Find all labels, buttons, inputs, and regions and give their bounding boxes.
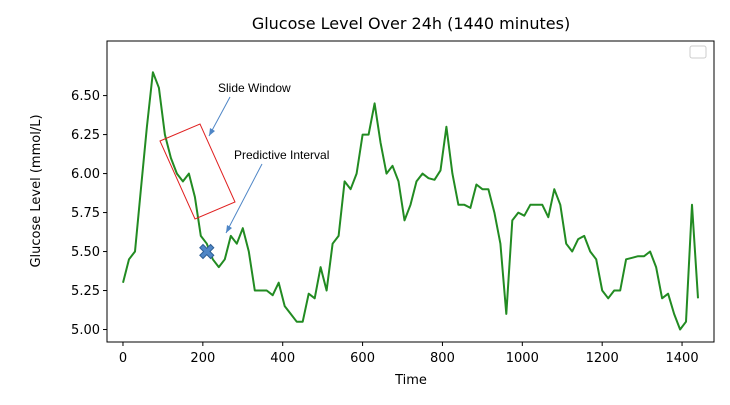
y-tick-label: 5.50 <box>71 245 100 260</box>
annotation-slide-window: Slide Window <box>218 81 291 95</box>
y-tick-label: 5.75 <box>71 206 100 221</box>
y-tick-label: 6.50 <box>71 89 100 104</box>
predicted-point-marker <box>199 243 215 260</box>
y-axis-ticks: 5.00 5.25 5.50 5.75 6.00 6.25 6.50 <box>71 89 107 338</box>
annotation-layer: Slide Window Predictive Interval <box>159 81 329 234</box>
series-line <box>122 71 699 331</box>
slide-window-arrowhead <box>209 128 215 136</box>
y-tick-label: 6.25 <box>71 128 100 143</box>
y-tick-label: 5.00 <box>71 323 100 338</box>
predictive-interval-arrowhead <box>226 225 232 233</box>
x-tick-label: 600 <box>350 351 375 366</box>
x-axis-ticks: 0 200 400 600 800 1000 1200 1400 <box>119 342 699 366</box>
x-axis-label: Time <box>394 373 427 388</box>
x-tick-label: 1000 <box>506 351 539 366</box>
x-tick-label: 200 <box>190 351 215 366</box>
slide-window-box <box>159 123 236 220</box>
x-tick-label: 0 <box>119 351 127 366</box>
legend-box <box>689 45 707 59</box>
y-axis-label: Glucose Level (mmol/L) <box>29 114 44 267</box>
plot-frame <box>106 40 715 343</box>
annotation-predictive-interval: Predictive Interval <box>234 148 329 162</box>
x-tick-label: 1400 <box>666 351 699 366</box>
chart-title: Glucose Level Over 24h (1440 minutes) <box>252 14 570 33</box>
series-glucose <box>122 71 699 331</box>
x-tick-label: 800 <box>430 351 455 366</box>
predictive-interval-arrow <box>225 163 263 234</box>
x-tick-label: 400 <box>270 351 295 366</box>
x-tick-label: 1200 <box>586 351 619 366</box>
y-tick-label: 6.00 <box>71 167 100 182</box>
y-tick-label: 5.25 <box>71 284 100 299</box>
